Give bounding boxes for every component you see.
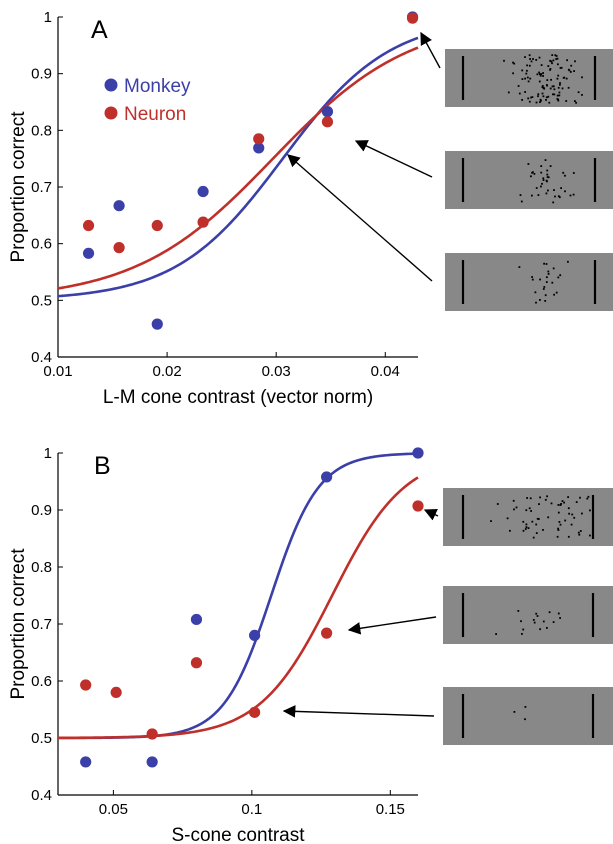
panel-b-y-tick-label: 0.8 [31, 559, 52, 576]
panel-a-point-neuron [82, 219, 95, 232]
panel-b-point-monkey [190, 613, 203, 626]
arrow [354, 140, 433, 178]
panel-b-point-monkey [249, 629, 261, 642]
stimulus-images [443, 49, 613, 745]
stimulus-image [445, 49, 613, 107]
panel-a-point-monkey [82, 247, 95, 259]
panel-a-point-neuron [197, 216, 209, 228]
panel-b-point-neuron [321, 627, 333, 639]
panel-a-fit-curve-neuron [57, 46, 419, 290]
panel-b-point-monkey [146, 756, 158, 768]
legend-marker-monkey [104, 78, 118, 92]
panel-b-point-monkey [80, 756, 92, 768]
panel-b-x-tick-label: 0.15 [376, 801, 405, 818]
panel-b-y-tick-label: 0.7 [31, 616, 52, 633]
arrows [282, 31, 441, 718]
arrow [347, 616, 437, 635]
panel-b-label: B [94, 452, 111, 480]
panel-a-x-tick-label: 0.03 [262, 363, 291, 380]
panel-a-x-axis-label: L-M cone contrast (vector norm) [103, 387, 373, 408]
panel-a-y-tick-label: 0.6 [31, 236, 52, 253]
panel-a-y-axis-label: Proportion correct [8, 111, 29, 263]
panel-b-y-tick-label: 0.6 [31, 673, 52, 690]
stimulus-image [443, 687, 613, 745]
panel-b-point-monkey [321, 471, 333, 483]
panel-b-y-axis-label: Proportion correct [8, 548, 29, 700]
panel-a-point-neuron [151, 219, 163, 232]
panel-a-point-neuron [113, 242, 125, 254]
legend-label-monkey: Monkey [124, 76, 191, 97]
panel-a-fit-curve-monkey [57, 36, 419, 298]
stimulus-image [443, 586, 613, 644]
panel-b-point-monkey [412, 447, 424, 459]
panel-a-point-neuron [406, 12, 419, 24]
panel-a-x-tick-label: 0.04 [371, 363, 400, 380]
panel-b-point-neuron [80, 679, 92, 691]
panel-b-point-neuron [190, 657, 203, 669]
arrow [420, 31, 441, 69]
arrow [287, 154, 433, 282]
panel-a-point-neuron [321, 116, 334, 128]
panel-b-x-tick-label: 0.05 [99, 801, 128, 818]
panel-a-y-tick-label: 0.5 [31, 292, 52, 309]
panel-a-point-monkey [151, 318, 163, 330]
panel-b-point-neuron [146, 728, 158, 740]
arrow [282, 705, 435, 718]
panel-a-label: A [91, 16, 108, 44]
panel-b-y-tick-label: 0.5 [31, 730, 52, 747]
panel-a-x-tick-label: 0.02 [152, 363, 181, 380]
panel-a-x-tick-label: 0.01 [43, 363, 72, 380]
panel-b-point-neuron [249, 706, 261, 718]
legend-label-neuron: Neuron [124, 104, 186, 125]
stimulus-image [445, 253, 613, 311]
panel-a-point-monkey [197, 185, 209, 198]
panel-b-x-tick-label: 0.1 [241, 801, 262, 818]
panel-b: 0.4 0.5 0.6 0.7 0.8 0.9 1 0.05 0.1 0.15 S-cone con… [8, 445, 424, 844]
panel-a: 0.4 0.5 0.6 0.7 0.8 0.9 1 0.01 0.02 0.03 0.04 L-M c… [8, 9, 419, 408]
panel-b-y-tick-label: 0.4 [31, 787, 52, 804]
legend-marker-neuron [104, 106, 118, 120]
panel-a-y-tick-label: 0.7 [31, 179, 52, 196]
arrow [423, 509, 439, 521]
panel-a-point-monkey [113, 200, 125, 212]
panel-b-x-axis-label: S-cone contrast [171, 825, 305, 844]
panel-a-y-tick-label: 0.4 [31, 349, 52, 366]
panel-a-point-monkey [253, 142, 265, 154]
panel-b-y-tick-label: 1 [44, 445, 52, 462]
panel-a-y-tick-label: 0.9 [31, 66, 52, 83]
panel-a-y-tick-label: 0.8 [31, 122, 52, 139]
panel-a-y-tick-label: 1 [44, 9, 52, 26]
legend: Monkey Neuron [104, 76, 191, 125]
panel-b-fit-curve-neuron [57, 476, 419, 740]
stimulus-image [445, 151, 613, 209]
panel-a-point-neuron [253, 133, 265, 145]
stimulus-image [443, 488, 613, 546]
panel-b-point-neuron [412, 500, 424, 512]
panel-b-point-neuron [110, 686, 122, 699]
panel-a-point-monkey [321, 106, 334, 118]
panel-b-y-tick-label: 0.9 [31, 502, 52, 519]
